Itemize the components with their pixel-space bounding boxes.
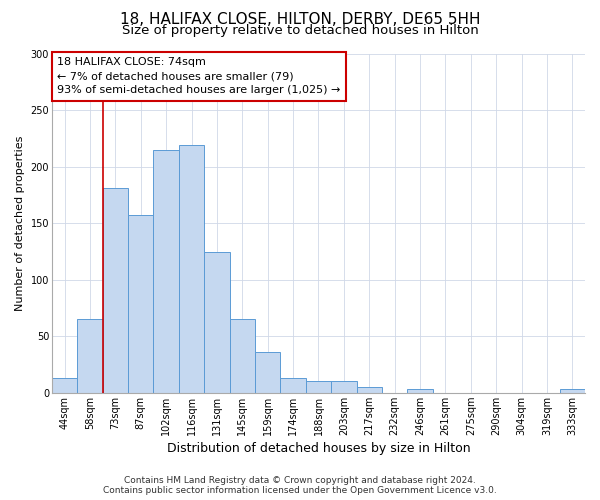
Bar: [331, 382, 356, 393]
Bar: [255, 352, 280, 393]
Bar: [179, 146, 204, 393]
Bar: [407, 390, 433, 393]
Bar: [230, 320, 255, 393]
Text: Size of property relative to detached houses in Hilton: Size of property relative to detached ho…: [122, 24, 478, 37]
Bar: [280, 378, 306, 393]
Bar: [52, 378, 77, 393]
Bar: [560, 390, 585, 393]
Text: 18, HALIFAX CLOSE, HILTON, DERBY, DE65 5HH: 18, HALIFAX CLOSE, HILTON, DERBY, DE65 5…: [120, 12, 480, 28]
Text: Contains HM Land Registry data © Crown copyright and database right 2024.
Contai: Contains HM Land Registry data © Crown c…: [103, 476, 497, 495]
Y-axis label: Number of detached properties: Number of detached properties: [15, 136, 25, 311]
Bar: [204, 252, 230, 393]
Bar: [306, 382, 331, 393]
Bar: [356, 387, 382, 393]
Bar: [128, 216, 154, 393]
Text: 18 HALIFAX CLOSE: 74sqm
← 7% of detached houses are smaller (79)
93% of semi-det: 18 HALIFAX CLOSE: 74sqm ← 7% of detached…: [57, 58, 341, 96]
Bar: [154, 150, 179, 393]
Bar: [103, 188, 128, 393]
X-axis label: Distribution of detached houses by size in Hilton: Distribution of detached houses by size …: [167, 442, 470, 455]
Bar: [77, 320, 103, 393]
